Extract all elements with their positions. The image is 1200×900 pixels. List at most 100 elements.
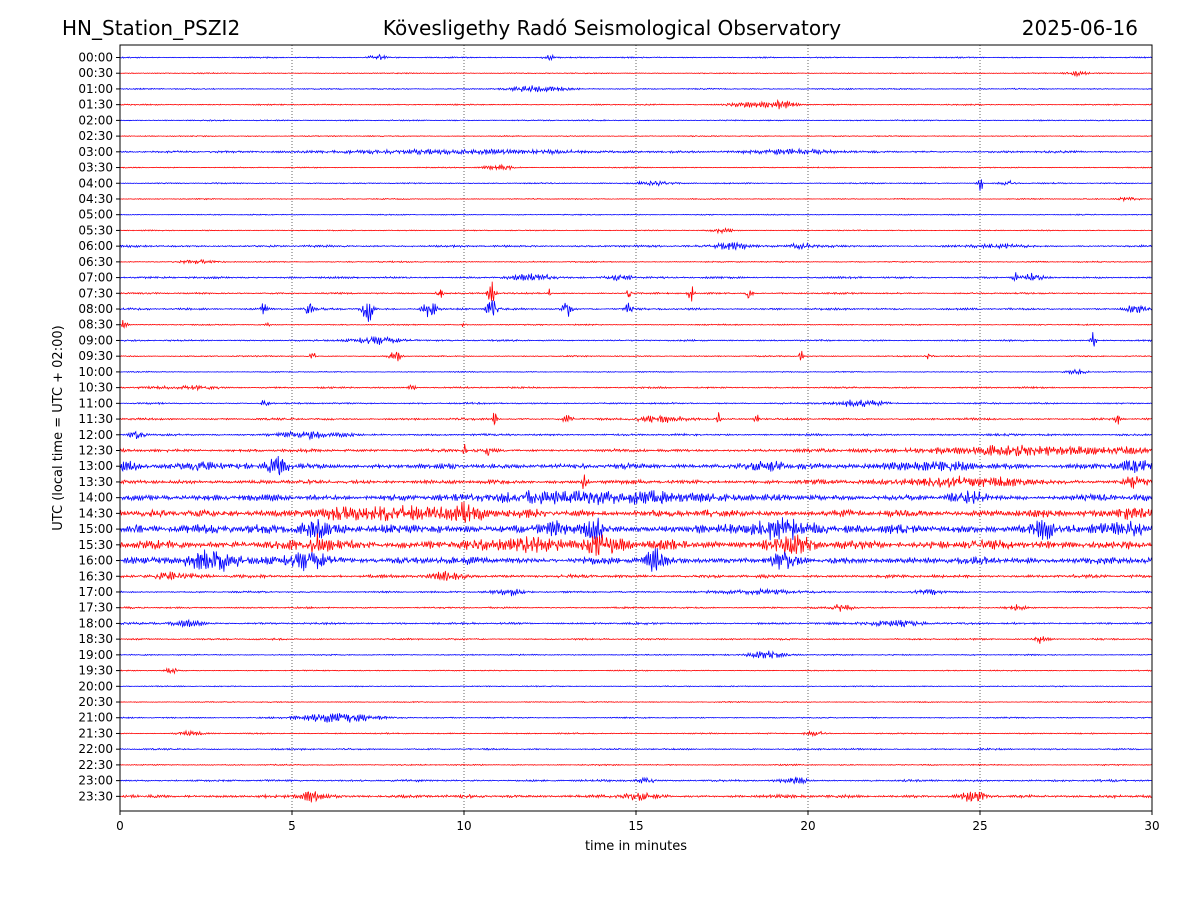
y-tick-label: 19:30 xyxy=(78,664,113,678)
x-tick-label: 30 xyxy=(1144,819,1159,833)
trace-0330 xyxy=(119,163,1153,171)
y-tick-label: 14:30 xyxy=(78,506,113,520)
trace-1030 xyxy=(119,384,1153,392)
y-tick-label: 04:00 xyxy=(78,176,113,190)
trace-1230 xyxy=(119,444,1153,457)
y-tick-label: 00:30 xyxy=(78,66,113,80)
y-tick-label: 01:00 xyxy=(78,82,113,96)
y-tick-label: 22:30 xyxy=(78,758,113,772)
y-tick-label: 21:00 xyxy=(78,711,113,725)
trace-0500 xyxy=(119,213,1153,216)
trace-1130 xyxy=(119,412,1153,426)
trace-2030 xyxy=(119,700,1153,704)
y-tick-label: 17:00 xyxy=(78,585,113,599)
y-tick-label: 07:00 xyxy=(78,271,113,285)
trace-2330 xyxy=(119,791,1153,803)
y-tick-label: 08:30 xyxy=(78,318,113,332)
trace-0730 xyxy=(119,281,1153,302)
date-label: 2025-06-16 xyxy=(1022,16,1138,40)
y-tick-label: 12:30 xyxy=(78,444,113,458)
trace-2100 xyxy=(119,713,1153,723)
trace-0600 xyxy=(119,241,1153,251)
trace-1500 xyxy=(119,517,1153,541)
x-tick-label: 5 xyxy=(288,819,296,833)
y-tick-label: 02:00 xyxy=(78,113,113,127)
y-axis-label: UTC (local time = UTC + 02:00) xyxy=(51,325,66,530)
x-tick-label: 25 xyxy=(972,819,987,833)
y-tick-label: 23:30 xyxy=(78,789,113,803)
trace-1000 xyxy=(119,368,1153,376)
x-tick-label: 20 xyxy=(800,819,815,833)
y-tick-label: 16:30 xyxy=(78,569,113,583)
trace-1400 xyxy=(119,490,1153,506)
trace-0000 xyxy=(119,53,1153,62)
trace-1100 xyxy=(119,399,1153,408)
trace-0030 xyxy=(119,70,1153,78)
y-tick-label: 15:00 xyxy=(78,522,113,536)
trace-1930 xyxy=(119,667,1153,675)
trace-2300 xyxy=(119,776,1153,785)
y-tick-label: 09:00 xyxy=(78,333,113,347)
y-tick-label: 18:00 xyxy=(78,616,113,630)
trace-2200 xyxy=(119,747,1153,751)
y-tick-label: 01:30 xyxy=(78,98,113,112)
trace-0100 xyxy=(119,85,1153,93)
x-axis-ticks: 0 5 10 15 20 25 30 xyxy=(116,811,1160,833)
trace-0200 xyxy=(119,118,1153,122)
trace-0930 xyxy=(119,350,1153,362)
seismogram-traces xyxy=(119,53,1153,803)
y-tick-label: 03:00 xyxy=(78,145,113,159)
y-tick-label: 09:30 xyxy=(78,349,113,363)
y-tick-label: 05:00 xyxy=(78,208,113,222)
trace-0430 xyxy=(119,196,1153,203)
y-tick-label: 04:30 xyxy=(78,192,113,206)
trace-2230 xyxy=(119,763,1153,767)
trace-1200 xyxy=(119,430,1153,441)
trace-0900 xyxy=(120,332,1153,347)
x-axis-label: time in minutes xyxy=(585,839,687,854)
trace-2130 xyxy=(119,729,1153,738)
y-tick-label: 19:00 xyxy=(78,648,113,662)
y-tick-label: 00:00 xyxy=(78,51,113,65)
y-tick-label: 13:00 xyxy=(78,459,113,473)
trace-1530 xyxy=(119,533,1153,556)
y-tick-label: 03:30 xyxy=(78,161,113,175)
trace-0400 xyxy=(119,179,1153,191)
y-tick-label: 14:00 xyxy=(78,491,113,505)
trace-0630 xyxy=(119,258,1153,265)
y-tick-label: 17:30 xyxy=(78,601,113,615)
y-tick-label: 23:00 xyxy=(78,774,113,788)
trace-1600 xyxy=(119,548,1153,572)
trace-1900 xyxy=(119,650,1153,659)
y-tick-label: 16:00 xyxy=(78,554,113,568)
y-tick-label: 20:00 xyxy=(78,679,113,693)
trace-1330 xyxy=(119,474,1153,489)
trace-0300 xyxy=(119,147,1153,156)
y-tick-label: 12:00 xyxy=(78,428,113,442)
trace-0530 xyxy=(119,227,1153,235)
y-tick-label: 02:30 xyxy=(78,129,113,143)
y-tick-label: 06:30 xyxy=(78,255,113,269)
trace-1730 xyxy=(119,604,1153,612)
y-tick-label: 18:30 xyxy=(78,632,113,646)
y-tick-label: 21:30 xyxy=(78,726,113,740)
trace-0800 xyxy=(119,300,1153,322)
grid-lines xyxy=(291,45,981,811)
trace-1630 xyxy=(119,570,1153,581)
trace-2000 xyxy=(119,685,1153,688)
y-tick-label: 20:30 xyxy=(78,695,113,709)
trace-0230 xyxy=(119,134,1153,138)
trace-0130 xyxy=(119,98,1153,110)
y-tick-label: 07:30 xyxy=(78,286,113,300)
trace-1800 xyxy=(119,618,1153,628)
y-tick-label: 05:30 xyxy=(78,223,113,237)
trace-0700 xyxy=(119,272,1153,282)
y-tick-label: 10:00 xyxy=(78,365,113,379)
y-tick-label: 13:30 xyxy=(78,475,113,489)
trace-1430 xyxy=(119,501,1153,523)
trace-1300 xyxy=(119,456,1153,476)
y-tick-label: 22:00 xyxy=(78,742,113,756)
y-tick-label: 06:00 xyxy=(78,239,113,253)
